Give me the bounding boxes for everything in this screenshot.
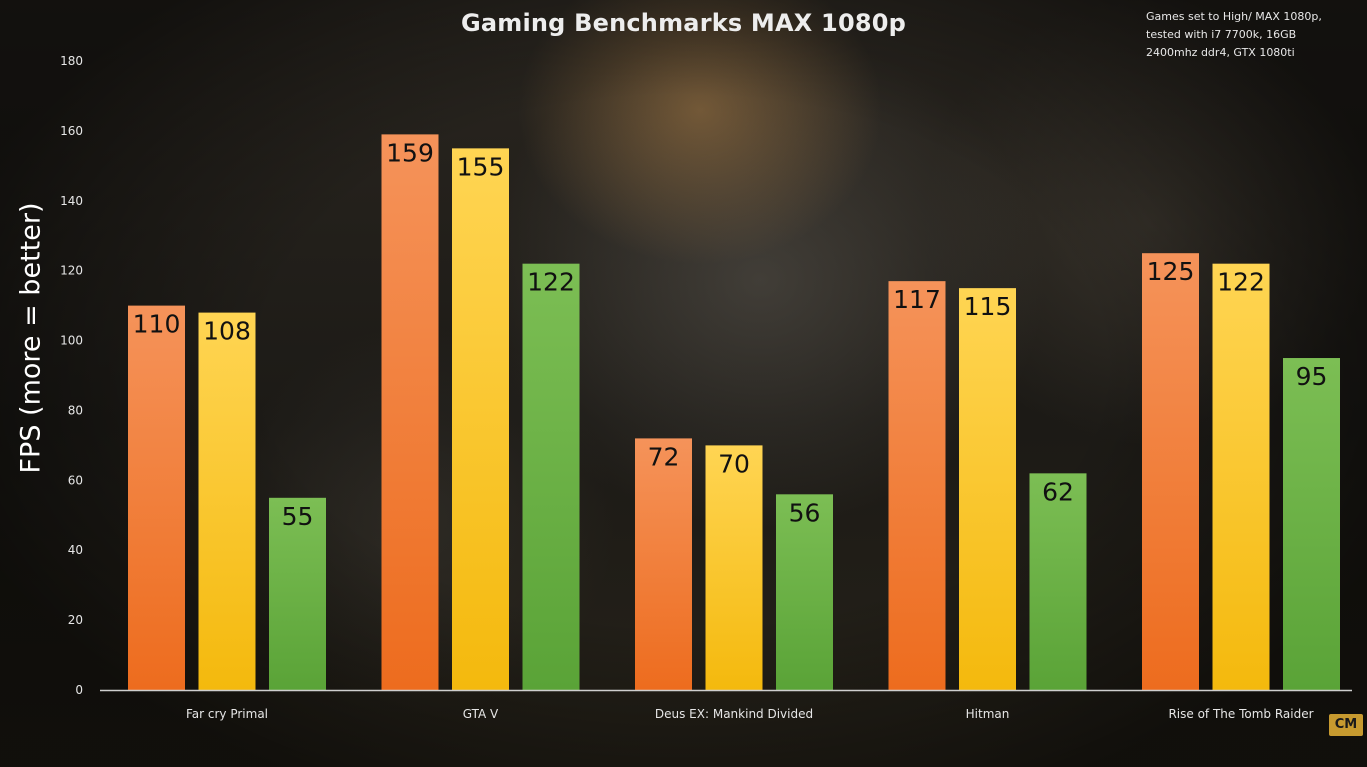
channel-logo: CM bbox=[1329, 714, 1363, 736]
data-label: 108 bbox=[203, 317, 251, 346]
y-tick-label: 100 bbox=[60, 334, 83, 348]
y-tick-label: 180 bbox=[60, 54, 83, 68]
data-label: 125 bbox=[1147, 257, 1195, 286]
x-tick-label: Rise of The Tomb Raider bbox=[1168, 707, 1313, 721]
bar bbox=[1142, 253, 1199, 690]
bar bbox=[888, 281, 946, 690]
bar bbox=[269, 497, 326, 690]
chart-title: Gaming Benchmarks MAX 1080p bbox=[460, 9, 907, 37]
data-label: 72 bbox=[648, 442, 680, 471]
data-label: 122 bbox=[1217, 268, 1265, 297]
data-label: 122 bbox=[527, 268, 575, 297]
bar bbox=[1283, 358, 1340, 690]
y-axis-label: FPS (more = better) bbox=[15, 202, 47, 474]
y-tick-label: 60 bbox=[68, 473, 83, 487]
bar bbox=[1212, 263, 1270, 690]
data-label: 56 bbox=[789, 498, 821, 527]
x-tick-label: Far cry Primal bbox=[186, 707, 268, 721]
bar bbox=[635, 438, 692, 690]
data-label: 117 bbox=[893, 285, 941, 314]
bar bbox=[452, 148, 509, 691]
x-tick-label: Deus EX: Mankind Divided bbox=[655, 707, 813, 721]
data-label: 155 bbox=[457, 152, 505, 181]
y-tick-label: 20 bbox=[68, 613, 83, 627]
bar bbox=[198, 312, 256, 690]
y-tick-label: 40 bbox=[68, 543, 83, 557]
x-tick-label: GTA V bbox=[463, 707, 499, 721]
y-tick-label: 120 bbox=[60, 264, 83, 278]
data-label: 70 bbox=[718, 449, 750, 478]
y-tick-label: 140 bbox=[60, 194, 83, 208]
bar bbox=[959, 288, 1016, 690]
data-label: 62 bbox=[1042, 477, 1074, 506]
bar bbox=[1029, 473, 1087, 690]
data-label: 95 bbox=[1296, 362, 1328, 391]
y-tick-label: 80 bbox=[68, 403, 83, 417]
y-tick-label: 0 bbox=[75, 683, 83, 697]
x-tick-label: Hitman bbox=[966, 707, 1010, 721]
bar bbox=[776, 494, 833, 690]
data-label: 55 bbox=[282, 502, 314, 531]
bar bbox=[381, 134, 439, 691]
y-tick-label: 160 bbox=[60, 124, 83, 138]
test-setup-note: Games set to High/ MAX 1080p, tested wit… bbox=[1146, 10, 1322, 59]
bar bbox=[128, 305, 185, 690]
data-label: 115 bbox=[964, 292, 1012, 321]
bar bbox=[705, 445, 763, 690]
data-label: 110 bbox=[133, 310, 181, 339]
data-label: 159 bbox=[386, 138, 434, 167]
bar bbox=[522, 263, 580, 690]
